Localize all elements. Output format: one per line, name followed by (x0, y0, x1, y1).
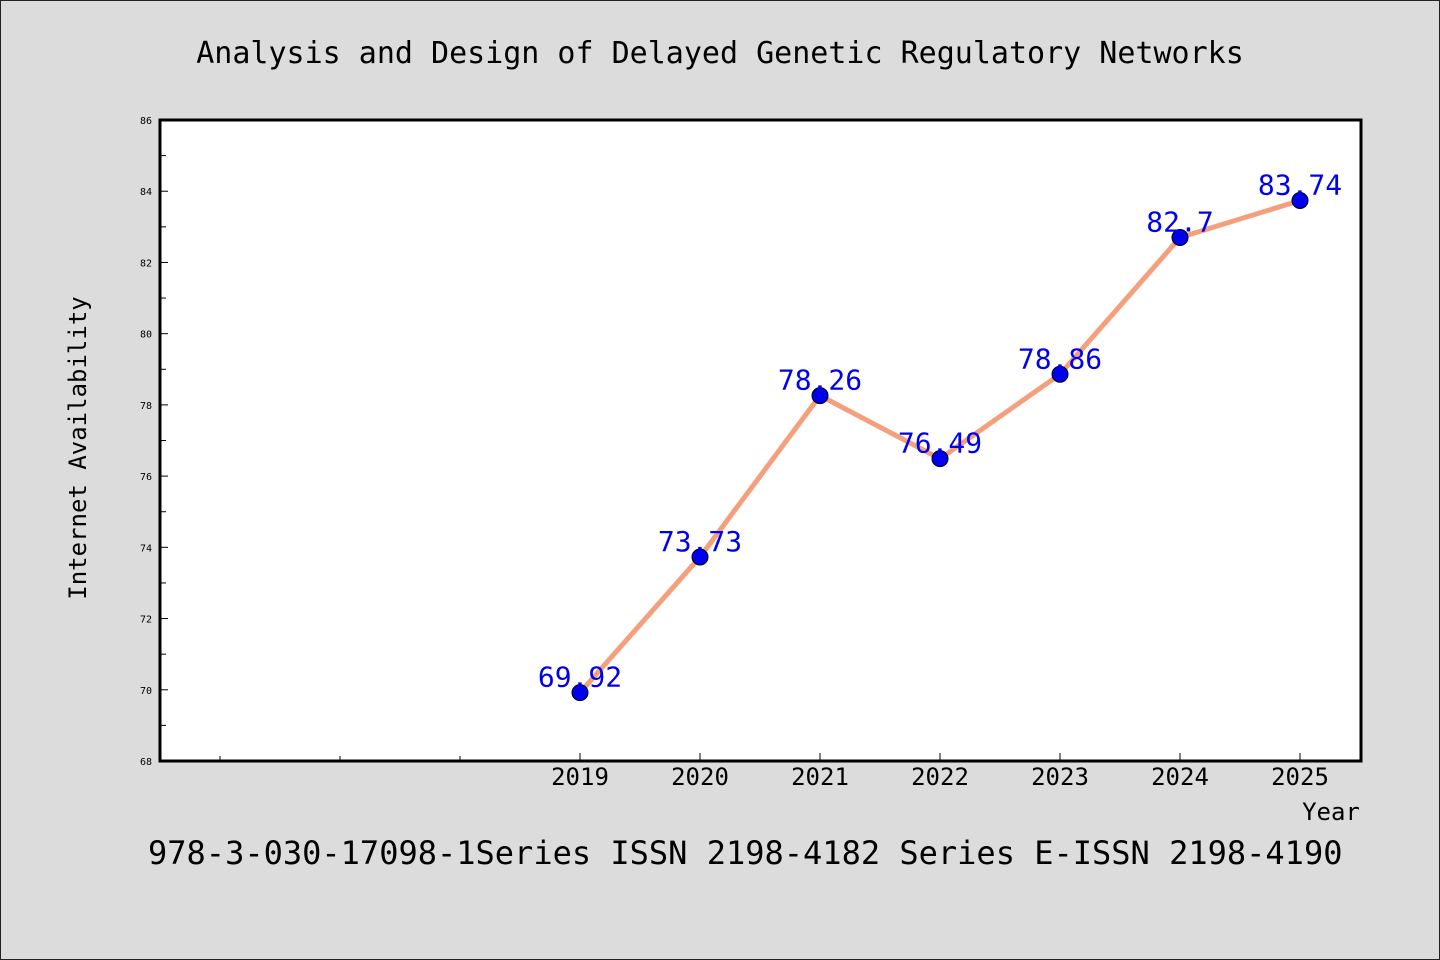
data-point (1051, 365, 1069, 383)
y-tick-label: 86 (140, 116, 152, 127)
x-tick-label: 2020 (671, 763, 729, 791)
data-label: 83.74 (1258, 168, 1342, 201)
chart-title: Analysis and Design of Delayed Genetic R… (196, 36, 1244, 71)
x-tick-label: 2025 (1271, 763, 1329, 791)
data-point (691, 548, 709, 566)
y-tick-label: 72 (140, 615, 152, 626)
data-label: 78.86 (1018, 342, 1102, 375)
y-tick-label: 82 (140, 258, 152, 269)
data-point (931, 450, 949, 468)
x-tick-label: 2022 (911, 763, 969, 791)
y-tick-label: 78 (140, 401, 152, 412)
y-tick-label: 76 (140, 472, 152, 483)
plot-area (158, 118, 1363, 763)
data-point (571, 684, 589, 702)
data-point (1171, 229, 1189, 247)
y-tick-label: 74 (140, 543, 152, 554)
chart-subtitle: 978-3-030-17098-1Series ISSN 2198-4182 S… (148, 834, 1342, 872)
x-axis-label: Year (1302, 798, 1360, 826)
data-point (1291, 191, 1309, 209)
x-tick-label: 2023 (1031, 763, 1089, 791)
x-tick-label: 2024 (1151, 763, 1209, 791)
y-tick-label: 68 (140, 757, 152, 768)
data-point (811, 387, 829, 405)
data-label: 69.92 (538, 661, 622, 694)
y-tick-label: 70 (140, 686, 152, 697)
x-tick-label: 2021 (791, 763, 849, 791)
y-tick-label: 84 (140, 187, 152, 198)
data-label: 73.73 (658, 525, 742, 558)
data-label: 78.26 (778, 364, 862, 397)
x-tick-label: 2019 (551, 763, 609, 791)
y-tick-label: 80 (140, 330, 152, 341)
data-label: 82.7 (1146, 206, 1213, 239)
data-label: 76.49 (898, 427, 982, 460)
y-axis-label: Internet Availability (64, 296, 92, 599)
